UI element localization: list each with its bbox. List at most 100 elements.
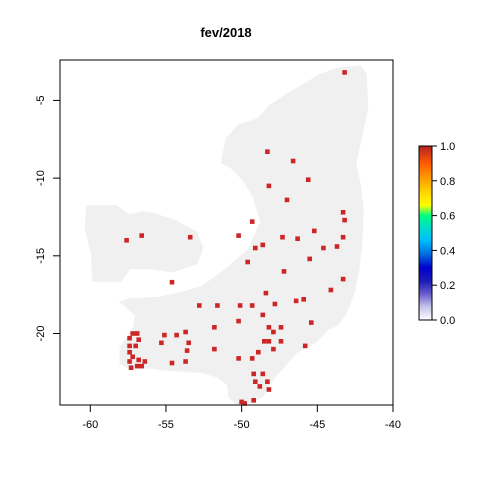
occurrence-cell bbox=[245, 259, 250, 265]
occurrence-cell bbox=[340, 234, 346, 240]
occurrence-cell bbox=[301, 297, 306, 302]
occurrence-cell bbox=[253, 379, 258, 384]
occurrence-cell bbox=[266, 387, 272, 392]
occurrence-cell bbox=[295, 236, 300, 241]
colorbar-gradient bbox=[418, 145, 433, 321]
colorbar-tick-label: 0.8 bbox=[440, 176, 455, 188]
x-tick-label: -55 bbox=[158, 419, 174, 431]
plot-title: fev/2018 bbox=[200, 25, 251, 40]
region-shape bbox=[119, 65, 369, 405]
occurrence-cell bbox=[328, 287, 334, 293]
occurrence-cell bbox=[242, 401, 247, 406]
occurrence-cell bbox=[307, 256, 312, 262]
occurrence-cell bbox=[142, 359, 148, 364]
occurrence-cell bbox=[197, 303, 202, 308]
occurrence-cell bbox=[187, 234, 193, 240]
y-tick-label: -5 bbox=[35, 96, 47, 106]
occurrence-cell bbox=[305, 177, 311, 182]
occurrence-cell bbox=[265, 149, 270, 154]
occurrence-cell bbox=[256, 349, 261, 355]
occurrence-cell bbox=[260, 242, 266, 248]
occurrence-cell bbox=[293, 298, 299, 304]
occurrence-cell bbox=[342, 70, 347, 75]
y-tick-label: -10 bbox=[35, 170, 47, 186]
colorbar-tick-label: 0.2 bbox=[440, 280, 455, 292]
x-tick-label: -50 bbox=[234, 419, 250, 431]
occurrence-cell bbox=[139, 363, 144, 369]
occurrence-cell bbox=[174, 332, 179, 338]
x-tick-label: -40 bbox=[385, 419, 401, 431]
occurrence-cell bbox=[342, 217, 347, 223]
occurrence-cell bbox=[130, 331, 135, 336]
occurrence-cell bbox=[251, 398, 256, 403]
x-tick-label: -60 bbox=[82, 419, 98, 431]
occurrence-cell bbox=[271, 329, 276, 335]
occurrence-cell bbox=[184, 348, 190, 353]
occurrence-cell bbox=[340, 210, 346, 215]
occurrence-cell bbox=[340, 276, 346, 282]
occurrence-cell bbox=[237, 303, 243, 308]
map-layer bbox=[84, 65, 369, 405]
occurrence-cell bbox=[260, 312, 266, 318]
occurrence-cell bbox=[236, 356, 241, 361]
occurrence-cell bbox=[127, 343, 132, 349]
occurrence-cell bbox=[136, 357, 141, 363]
occurrence-cell bbox=[278, 339, 284, 344]
occurrence-cell bbox=[290, 158, 296, 164]
occurrence-cell bbox=[215, 303, 220, 308]
occurrence-cell bbox=[280, 234, 285, 240]
occurrence-cell bbox=[134, 331, 140, 336]
colorbar-tick-label: 0.0 bbox=[440, 315, 455, 327]
colorbar-legend: 0.0 0.2 0.4 0.6 0.8 1.0 bbox=[418, 141, 455, 327]
occurrence-cell bbox=[169, 360, 175, 366]
occurrence-cell bbox=[260, 371, 266, 377]
occurrence-cell bbox=[162, 332, 167, 338]
y-tick-label: -15 bbox=[35, 248, 47, 264]
occurrence-cell bbox=[127, 349, 132, 355]
occurrence-cell bbox=[272, 301, 278, 307]
occurrence-cell bbox=[302, 343, 308, 349]
points-layer bbox=[124, 70, 347, 406]
occurrence-cell bbox=[309, 320, 314, 325]
occurrence-cell bbox=[334, 244, 340, 249]
occurrence-cell bbox=[183, 329, 188, 335]
occurrence-cell bbox=[266, 183, 272, 189]
occurrence-cell bbox=[321, 245, 326, 251]
occurrence-cell bbox=[236, 318, 241, 324]
occurrence-cell bbox=[262, 339, 267, 344]
colorbar-tick-label: 1.0 bbox=[440, 141, 455, 153]
occurrence-cell bbox=[284, 197, 290, 203]
occurrence-cell bbox=[251, 371, 256, 377]
occurrence-cell bbox=[134, 363, 140, 369]
occurrence-cell bbox=[128, 365, 134, 370]
occurrence-cell bbox=[127, 335, 132, 341]
occurrence-cell bbox=[239, 399, 244, 405]
x-axis: -60 -55 -50 -45 -40 bbox=[82, 404, 401, 431]
occurrence-cell bbox=[249, 303, 255, 308]
colorbar-tick-label: 0.4 bbox=[440, 245, 455, 257]
occurrence-cell bbox=[266, 325, 272, 330]
occurrence-cell bbox=[127, 359, 132, 364]
x-tick-label: -45 bbox=[309, 419, 325, 431]
occurrence-cell bbox=[312, 228, 317, 234]
y-axis: -5 -10 -15 -20 bbox=[35, 96, 61, 342]
occurrence-cell bbox=[257, 384, 263, 389]
occurrence-cell bbox=[169, 279, 175, 285]
occurrence-cell bbox=[186, 340, 191, 346]
occurrence-cell bbox=[271, 346, 276, 352]
colorbar-tick-label: 0.6 bbox=[440, 211, 455, 223]
occurrence-cell bbox=[249, 356, 255, 361]
occurrence-cell bbox=[212, 325, 217, 330]
occurrence-cell bbox=[253, 245, 258, 251]
occurrence-cell bbox=[212, 346, 217, 352]
occurrence-cell bbox=[265, 379, 270, 384]
occurrence-cell bbox=[139, 233, 144, 238]
occurrence-cell bbox=[278, 325, 284, 330]
occurrence-cell bbox=[136, 337, 141, 342]
occurrence-cell bbox=[183, 359, 188, 364]
y-tick-label: -20 bbox=[35, 326, 47, 342]
occurrence-cell bbox=[124, 238, 129, 243]
occurrence-cell bbox=[130, 354, 135, 360]
occurrence-cell bbox=[249, 219, 255, 224]
